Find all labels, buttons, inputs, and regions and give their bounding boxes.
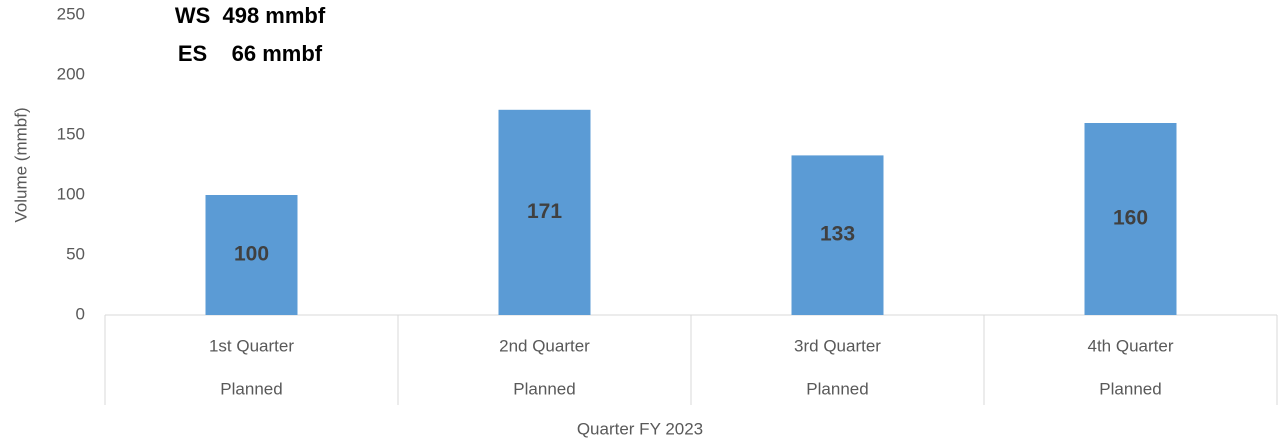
- x-tick-label: 1st Quarter: [209, 336, 294, 355]
- x-tick-label: 2nd Quarter: [499, 336, 590, 355]
- bar: [1084, 123, 1177, 315]
- data-label: 171: [527, 200, 562, 223]
- y-tick-label: 250: [57, 4, 85, 23]
- data-label: 133: [820, 223, 855, 246]
- annotation: WS 498 mmbf: [175, 3, 326, 28]
- bar: [498, 109, 591, 315]
- y-tick-label: 0: [76, 304, 85, 323]
- x-tick-label: 4th Quarter: [1088, 336, 1174, 355]
- y-tick-label: 150: [57, 124, 85, 143]
- y-tick-label: 100: [57, 184, 85, 203]
- x-group-label: Planned: [513, 379, 575, 398]
- x-tick-label: 3rd Quarter: [794, 336, 881, 355]
- x-group-label: Planned: [1099, 379, 1161, 398]
- y-axis-title: Volume (mmbf): [11, 107, 30, 222]
- y-tick-label: 50: [66, 244, 85, 263]
- y-tick-label: 200: [57, 64, 85, 83]
- x-axis-title: Quarter FY 2023: [577, 419, 703, 438]
- data-label: 160: [1113, 207, 1148, 230]
- data-label: 100: [234, 243, 269, 266]
- annotation: ES 66 mmbf: [178, 41, 323, 66]
- bar: [791, 155, 884, 315]
- x-group-label: Planned: [806, 379, 868, 398]
- bar: [205, 195, 298, 315]
- x-group-label: Planned: [220, 379, 282, 398]
